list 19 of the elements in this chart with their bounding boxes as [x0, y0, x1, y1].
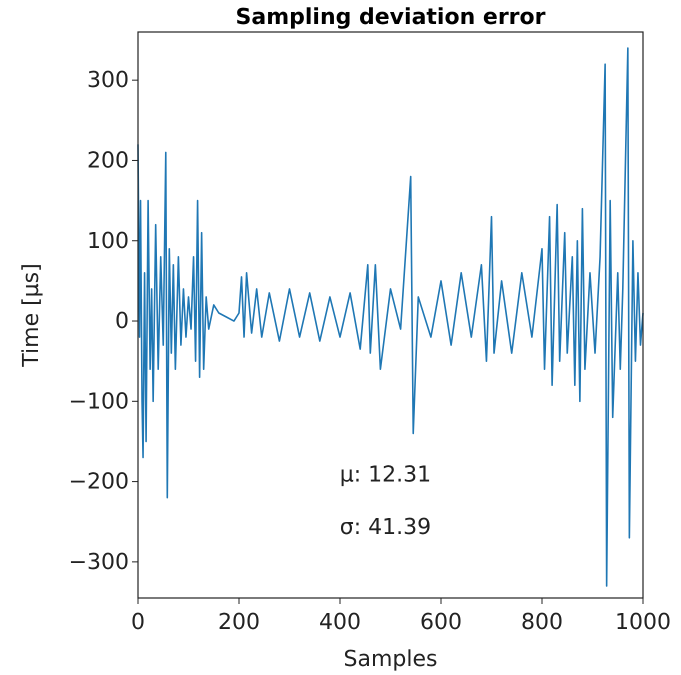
y-tick-label: 100 [87, 228, 129, 254]
x-tick-label: 0 [131, 610, 145, 635]
line-series [137, 47, 644, 587]
chart-title: Sampling deviation error [236, 5, 546, 30]
y-tick-label: 200 [87, 148, 129, 174]
y-tick-label: −300 [68, 550, 129, 575]
y-tick-label: −100 [68, 389, 129, 414]
y-tick-label: 300 [87, 68, 129, 94]
x-tick-label: 600 [420, 610, 462, 635]
y-tick-label: 0 [115, 309, 129, 334]
y-tick-label: −200 [68, 470, 129, 495]
y-axis-title: Time [µs] [19, 263, 44, 368]
x-tick-label: 800 [521, 610, 563, 635]
x-tick-label: 1000 [615, 610, 671, 635]
annotation: μ: 12.31 [340, 462, 432, 488]
x-tick-label: 400 [319, 610, 361, 635]
annotation: σ: 41.39 [340, 514, 432, 540]
x-tick-label: 200 [218, 610, 260, 635]
x-axis-title: Samples [344, 647, 438, 672]
